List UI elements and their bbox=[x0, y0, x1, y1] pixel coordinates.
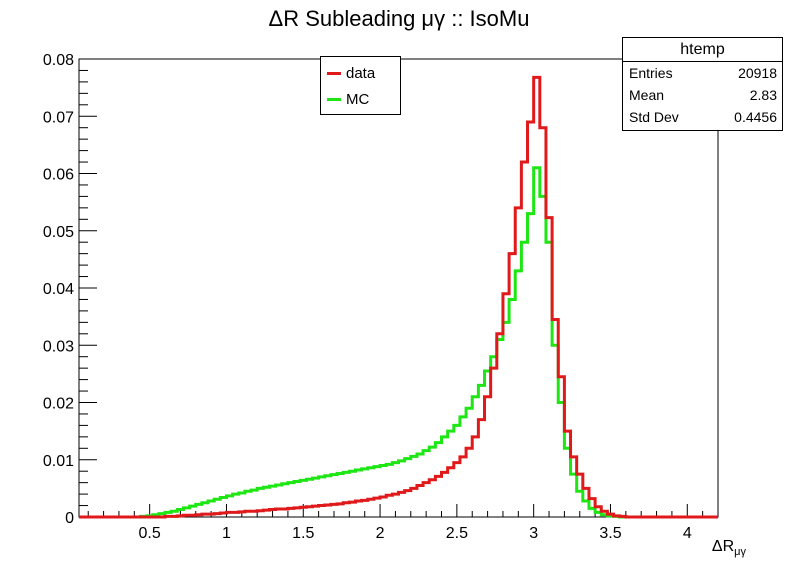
y-tick-label: 0.04 bbox=[43, 281, 74, 298]
y-tick-label: 0.01 bbox=[43, 453, 74, 470]
x-tick-label: 3 bbox=[529, 525, 538, 542]
x-tick-label: 2 bbox=[376, 525, 385, 542]
y-tick-label: 0.05 bbox=[43, 224, 74, 241]
stats-title: htemp bbox=[623, 38, 782, 62]
y-tick-label: 0.02 bbox=[43, 396, 74, 413]
stats-label: Mean bbox=[629, 87, 665, 103]
x-tick-label: 0.5 bbox=[139, 525, 161, 542]
stats-label: Entries bbox=[629, 65, 673, 81]
histogram-series-data bbox=[79, 75, 718, 519]
y-tick-label: 0.07 bbox=[43, 109, 74, 126]
y-tick-label: 0.06 bbox=[43, 167, 74, 184]
stats-label: Std Dev bbox=[629, 109, 679, 125]
stats-value: 0.4456 bbox=[734, 109, 777, 125]
legend-swatch-data bbox=[327, 71, 341, 75]
legend-item-data: data bbox=[327, 63, 375, 83]
stats-row-mean: Mean 2.83 bbox=[623, 84, 782, 106]
x-axis-label: ΔRμγ bbox=[712, 538, 746, 558]
stats-row-entries: Entries 20918 bbox=[623, 62, 782, 84]
stats-box: htemp Entries 20918 Mean 2.83 Std Dev 0.… bbox=[622, 37, 783, 131]
legend: data MC bbox=[320, 56, 401, 115]
y-tick-label: 0.03 bbox=[43, 338, 74, 355]
y-tick-label: 0.08 bbox=[43, 52, 74, 69]
x-tick-label: 1.5 bbox=[292, 525, 314, 542]
legend-item-mc: MC bbox=[327, 89, 369, 109]
x-tick-label: 4 bbox=[683, 525, 692, 542]
y-tick-label: 0 bbox=[65, 510, 74, 527]
chart-title: ΔR Subleading μγ :: IsoMu bbox=[268, 6, 530, 31]
legend-swatch-mc bbox=[327, 97, 341, 101]
histogram-series-mc bbox=[79, 166, 718, 519]
x-axis-label-sub: μγ bbox=[734, 546, 746, 559]
legend-label-data: data bbox=[346, 64, 376, 82]
stats-value: 2.83 bbox=[749, 87, 777, 103]
x-tick-label: 2.5 bbox=[446, 525, 468, 542]
x-axis-label-main: ΔR bbox=[711, 538, 735, 555]
legend-label-mc: MC bbox=[346, 90, 370, 108]
stats-row-stddev: Std Dev 0.4456 bbox=[623, 106, 782, 128]
x-tick-label: 3.5 bbox=[599, 525, 621, 542]
x-tick-label: 1 bbox=[222, 525, 231, 542]
stats-value: 20918 bbox=[738, 65, 777, 81]
